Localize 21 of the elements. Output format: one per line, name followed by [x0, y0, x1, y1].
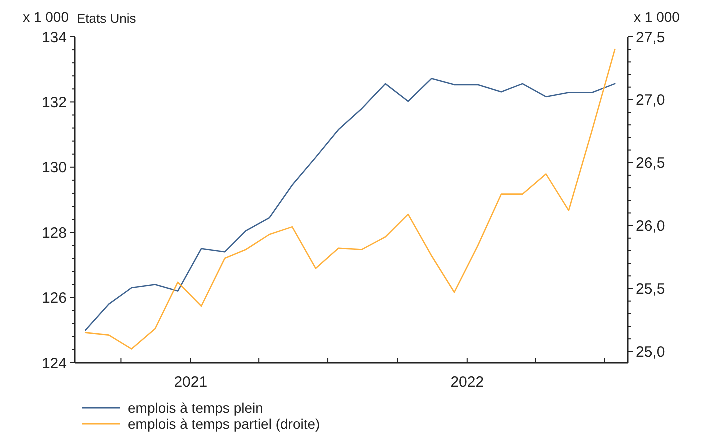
legend-label: emplois à temps plein: [128, 400, 264, 416]
y2-tick-label: 27,5: [636, 29, 666, 46]
legend-label: emplois à temps partiel (droite): [128, 416, 320, 432]
y-tick-label: 132: [42, 94, 67, 112]
y2-tick-label: 26,0: [636, 218, 666, 236]
y2-tick-label: 26,5: [636, 155, 666, 172]
y2-tick-label: 27,0: [636, 92, 666, 110]
y-tick-label: 134: [42, 29, 67, 46]
y2-tick-label: 25,0: [636, 344, 666, 361]
x-tick-label: 2022: [450, 374, 484, 391]
y-tick-label: 130: [42, 160, 67, 177]
line-series: [84, 78, 616, 332]
x-tick-label: 2021: [174, 374, 208, 391]
y-axis-title: x 1 000: [23, 9, 70, 25]
y-tick-label: 128: [42, 224, 67, 242]
chart-subtitle: Etats Unis: [77, 11, 137, 26]
y-tick-label: 126: [42, 290, 67, 308]
y2-axis-title: x 1 000: [634, 9, 680, 25]
line-series: [84, 48, 616, 350]
y2-tick-label: 25,5: [636, 280, 666, 298]
y-tick-label: 124: [42, 355, 67, 372]
